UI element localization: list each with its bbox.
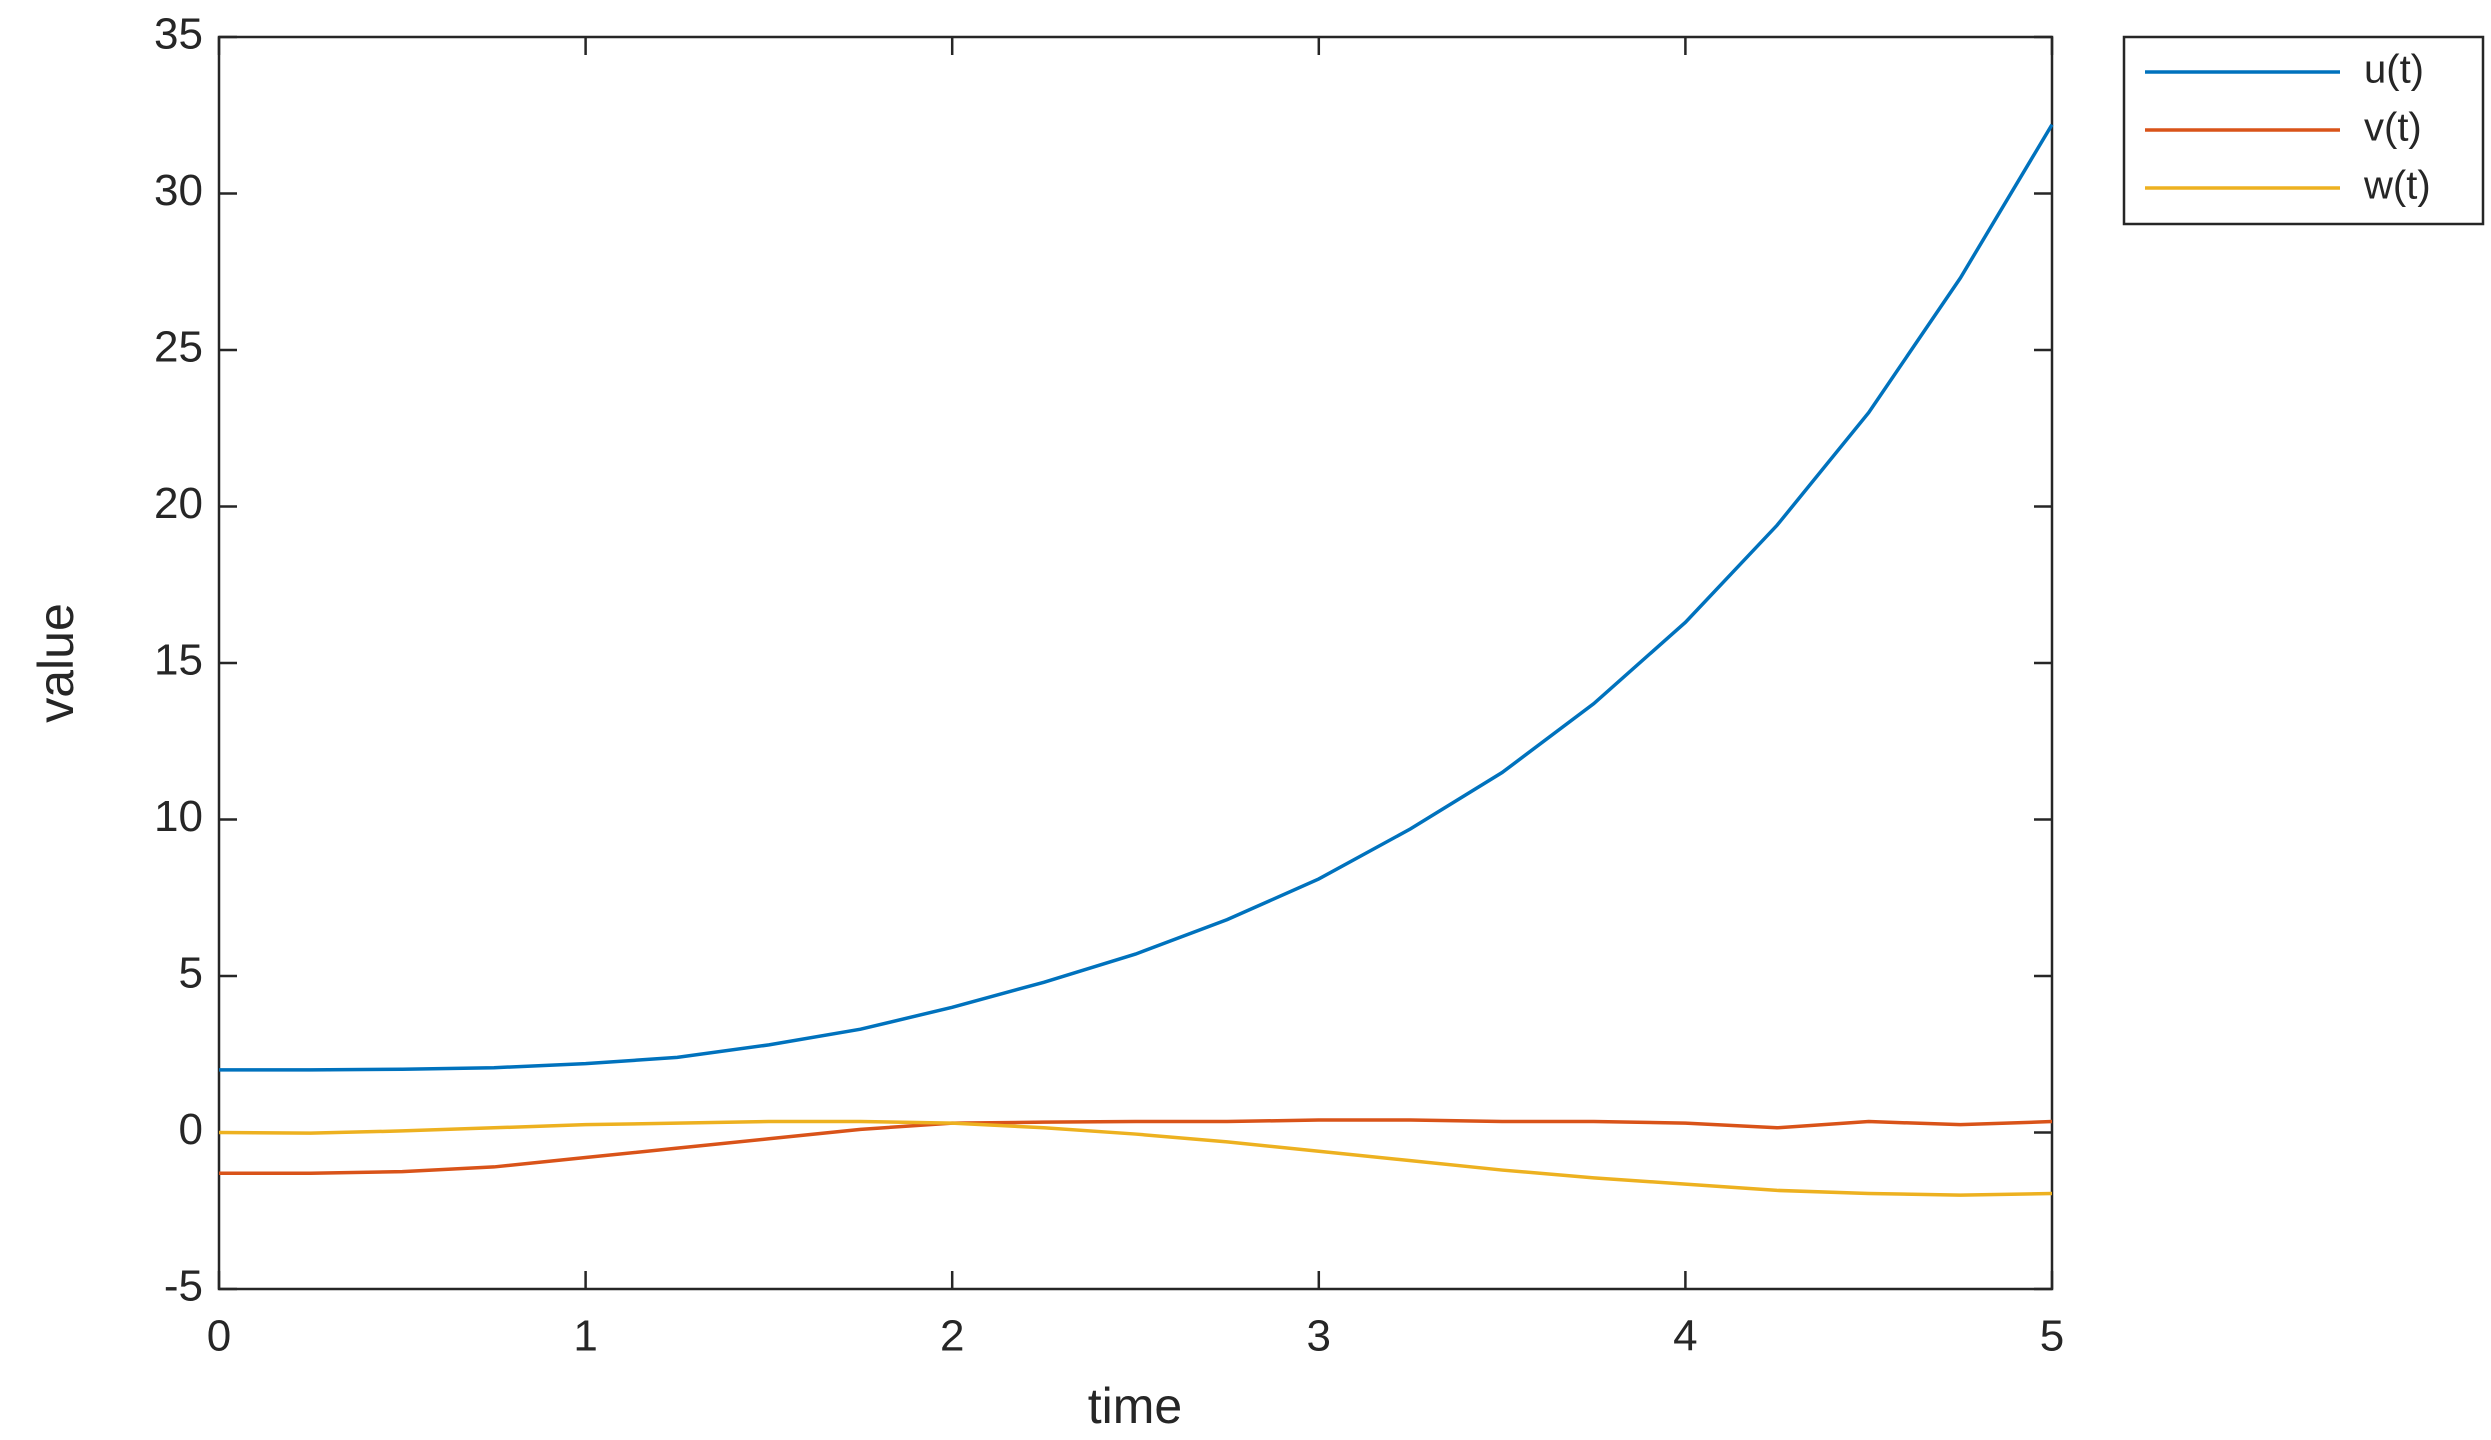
x-tick-label: 2 — [940, 1312, 964, 1361]
x-tick-label: 1 — [573, 1312, 597, 1361]
plot-area — [217, 35, 2054, 1291]
legend-label: v(t) — [2364, 106, 2422, 150]
y-axis-label: value — [28, 603, 84, 723]
y-tick-label: 5 — [179, 949, 203, 998]
y-tick-label: 35 — [154, 10, 203, 59]
series-line — [219, 123, 2054, 1072]
y-tick-label: 0 — [179, 1105, 203, 1154]
x-axis-label: time — [1088, 1378, 1182, 1434]
x-tick-label: 3 — [1307, 1312, 1331, 1361]
x-tick-label: 0 — [207, 1312, 231, 1361]
y-tick-label: 30 — [154, 166, 203, 215]
y-tick-label: -5 — [164, 1262, 203, 1311]
x-tick-label: 5 — [2040, 1312, 2064, 1361]
legend-label: u(t) — [2364, 48, 2424, 92]
x-tick-label: 4 — [1673, 1312, 1697, 1361]
y-tick-label: 15 — [154, 636, 203, 685]
y-tick-label: 20 — [154, 479, 203, 528]
legend-label: w(t) — [2363, 164, 2431, 208]
y-tick-label: 10 — [154, 792, 203, 841]
series-line — [219, 1118, 2053, 1175]
series-line — [218, 1119, 2053, 1197]
y-tick-label: 25 — [154, 323, 203, 372]
